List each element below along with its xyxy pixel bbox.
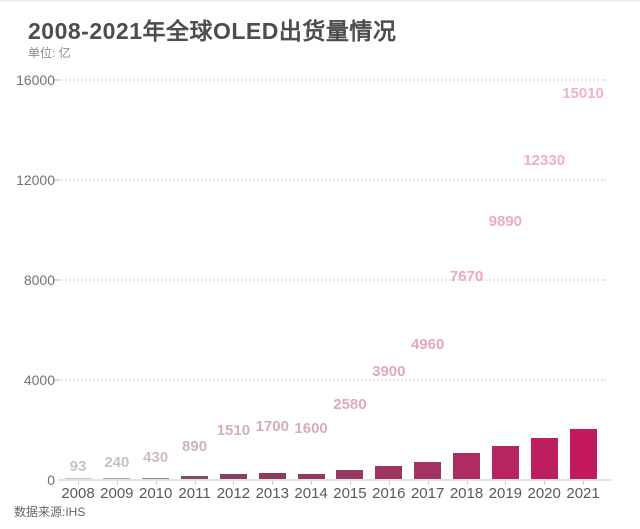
value-label-2015: 2580 bbox=[333, 395, 367, 413]
bar-2019 bbox=[491, 446, 519, 479]
x-label-2008: 2008 bbox=[61, 485, 95, 502]
x-tick-2010 bbox=[155, 481, 157, 485]
value-label-2019: 9890 bbox=[488, 212, 523, 230]
x-tick-2012 bbox=[233, 481, 235, 485]
y-tick-4000 bbox=[53, 379, 58, 381]
x-label-2020: 2020 bbox=[527, 485, 561, 502]
value-label-2016: 3900 bbox=[372, 362, 406, 380]
value-label-2012: 1510 bbox=[216, 422, 251, 440]
x-label-2012: 2012 bbox=[216, 485, 251, 502]
value-label-2010: 430 bbox=[143, 449, 169, 467]
x-tick-2017 bbox=[427, 481, 429, 485]
value-label-2013: 1700 bbox=[255, 417, 289, 435]
y-tick-label-12000: 12000 bbox=[16, 172, 55, 188]
gridline-12000 bbox=[58, 179, 606, 181]
value-label-2021: 15010 bbox=[562, 84, 604, 102]
gridline-8000 bbox=[58, 279, 606, 281]
bar-2020 bbox=[530, 438, 558, 479]
bar-2011 bbox=[181, 476, 209, 479]
x-label-2009: 2009 bbox=[100, 485, 134, 502]
x-label-2015: 2015 bbox=[333, 485, 367, 502]
y-tick-label-8000: 8000 bbox=[23, 272, 55, 288]
x-tick-2021 bbox=[583, 481, 585, 485]
x-label-2016: 2016 bbox=[372, 485, 406, 502]
value-label-2011: 890 bbox=[182, 437, 208, 455]
x-tick-2019 bbox=[505, 481, 507, 485]
data-source-label: 数据来源:IHS bbox=[14, 505, 86, 519]
x-tick-2020 bbox=[544, 481, 546, 485]
x-tick-2016 bbox=[388, 481, 390, 485]
value-label-2017: 4960 bbox=[410, 336, 445, 353]
unit-label: 单位: 亿 bbox=[28, 46, 71, 60]
value-label-2020: 12330 bbox=[523, 151, 566, 169]
y-tick-label-0: 0 bbox=[47, 472, 55, 488]
x-tick-2008 bbox=[78, 481, 79, 485]
bar-2013 bbox=[258, 473, 286, 479]
value-label-2014: 1600 bbox=[294, 420, 328, 437]
x-tick-2009 bbox=[116, 481, 118, 485]
bar-2008 bbox=[64, 478, 92, 479]
x-label-2021: 2021 bbox=[566, 485, 600, 502]
x-label-2014: 2014 bbox=[294, 485, 328, 502]
x-tick-2013 bbox=[272, 481, 274, 485]
y-tick-label-4000: 4000 bbox=[23, 372, 55, 388]
x-tick-2011 bbox=[194, 481, 196, 485]
value-label-2018: 7670 bbox=[449, 268, 484, 286]
bar-2015 bbox=[336, 470, 364, 479]
value-label-2008: 93 bbox=[69, 457, 87, 475]
chart-title: 2008-2021年全球OLED出货量情况 bbox=[28, 18, 397, 44]
gridline-16000 bbox=[58, 79, 606, 81]
x-tick-2015 bbox=[349, 481, 351, 485]
bar-2012 bbox=[219, 474, 247, 479]
x-label-2013: 2013 bbox=[255, 485, 289, 502]
y-tick-16000 bbox=[53, 79, 58, 81]
bar-2014 bbox=[297, 474, 325, 479]
x-tick-2014 bbox=[311, 481, 313, 485]
y-tick-12000 bbox=[53, 179, 58, 181]
bar-2016 bbox=[375, 466, 403, 479]
bar-2018 bbox=[453, 453, 480, 479]
x-tick-2018 bbox=[466, 481, 468, 485]
x-label-2010: 2010 bbox=[139, 485, 173, 502]
x-axis-baseline bbox=[58, 479, 612, 481]
bar-2021 bbox=[569, 429, 597, 479]
y-tick-label-16000: 16000 bbox=[16, 72, 55, 88]
value-label-2009: 240 bbox=[104, 454, 130, 471]
x-label-2018: 2018 bbox=[449, 485, 484, 502]
bar-2017 bbox=[414, 462, 442, 479]
gridline-4000 bbox=[58, 379, 606, 381]
x-label-2011: 2011 bbox=[178, 485, 211, 502]
x-label-2019: 2019 bbox=[488, 485, 523, 502]
bar-2010 bbox=[142, 478, 170, 479]
y-tick-8000 bbox=[53, 279, 58, 281]
x-label-2017: 2017 bbox=[410, 485, 445, 502]
bar-2009 bbox=[103, 478, 131, 479]
